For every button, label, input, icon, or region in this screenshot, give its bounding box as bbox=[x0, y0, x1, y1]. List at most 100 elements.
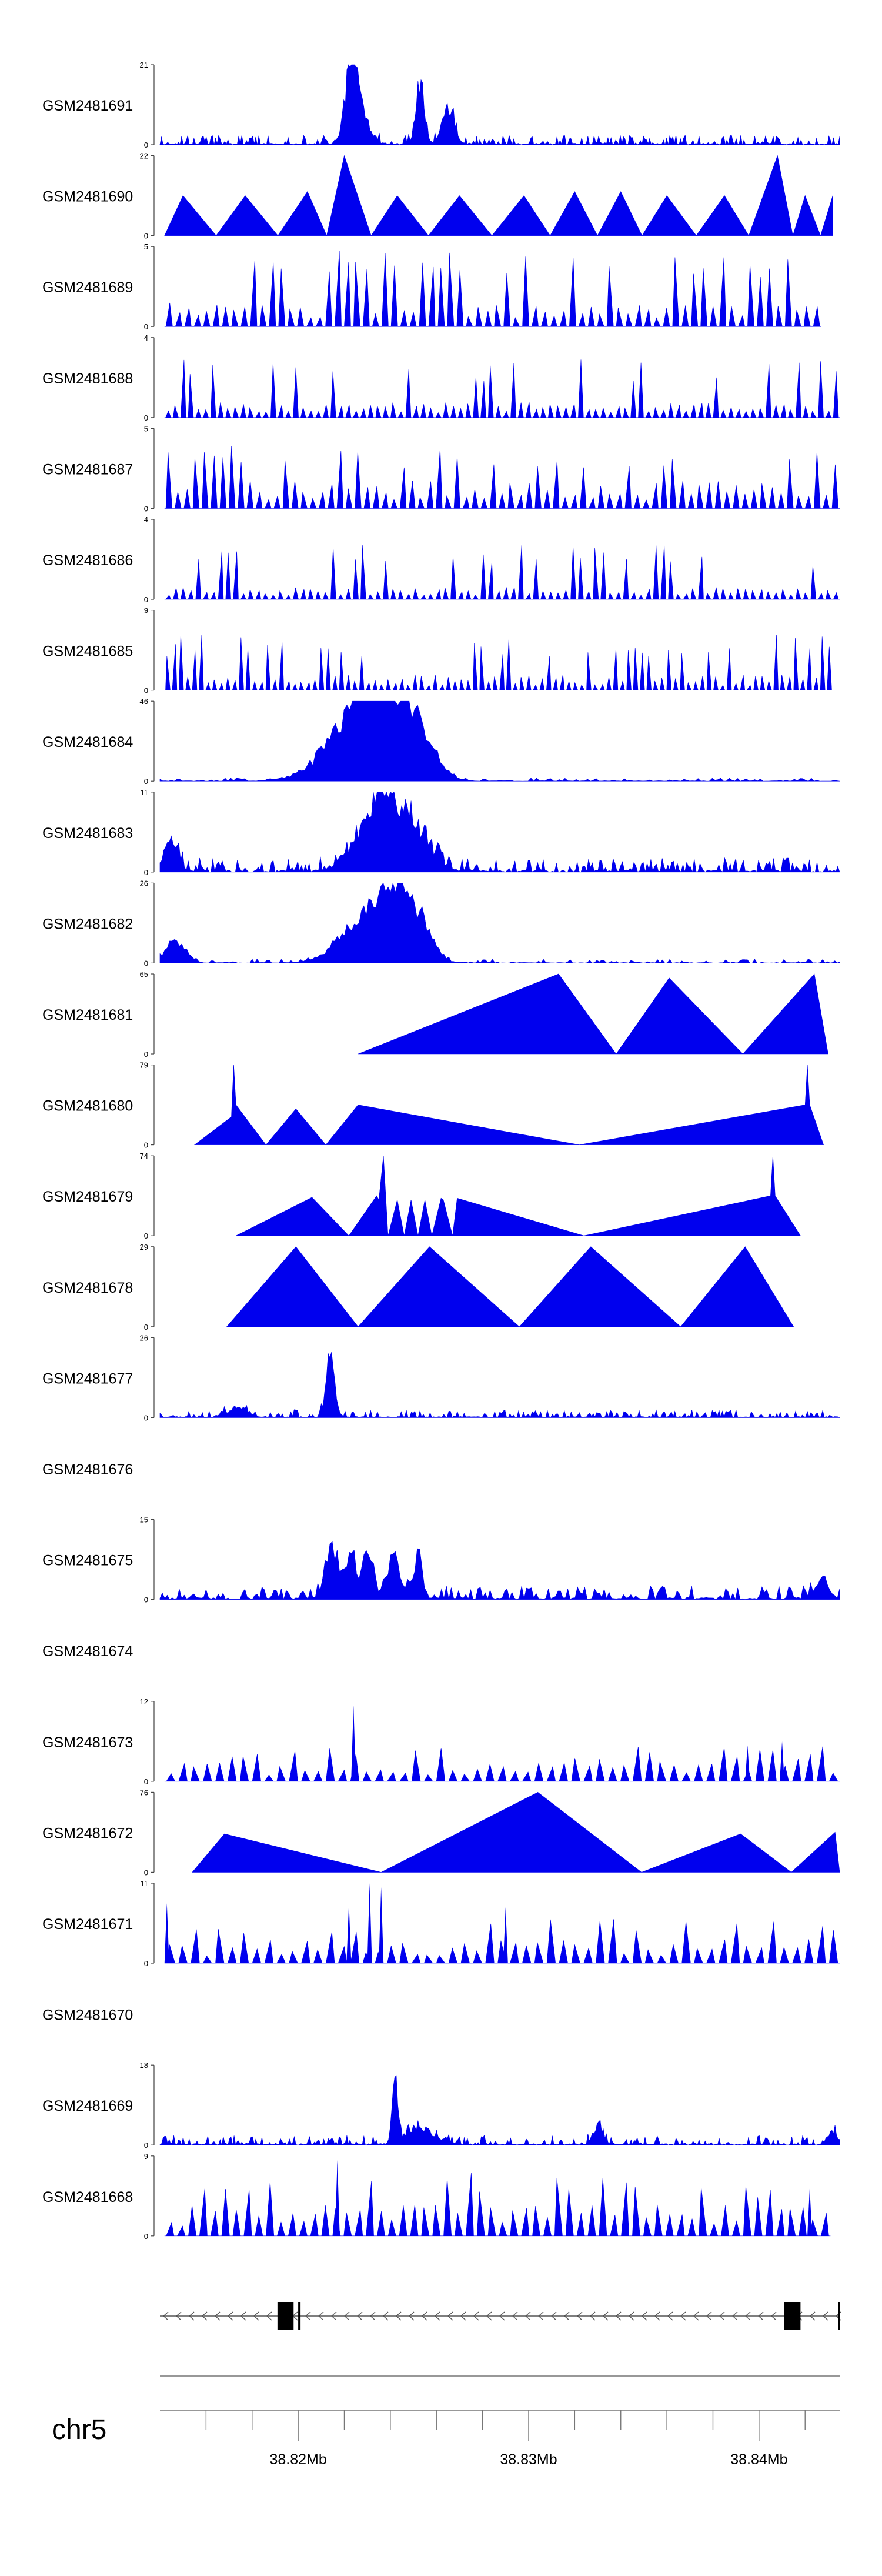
strand-arrow bbox=[395, 2311, 402, 2321]
strand-arrow bbox=[240, 2311, 246, 2321]
strand-arrow bbox=[602, 2311, 609, 2321]
coverage-area bbox=[159, 1352, 840, 1419]
track-label: GSM2481691 bbox=[42, 98, 133, 114]
gene-model-track bbox=[160, 2302, 841, 2330]
y-max-label: 26 bbox=[140, 879, 148, 887]
y-min-label: 0 bbox=[144, 868, 148, 877]
y-max-label: 21 bbox=[140, 61, 148, 69]
coverage-area bbox=[164, 359, 840, 418]
track-label: GSM2481689 bbox=[42, 279, 133, 296]
chromosome-label: chr5 bbox=[52, 2414, 106, 2445]
y-max-label: 65 bbox=[140, 970, 148, 979]
strand-arrow bbox=[460, 2311, 466, 2321]
strand-arrow bbox=[499, 2311, 505, 2321]
track-label: GSM2481669 bbox=[42, 2098, 133, 2114]
track-GSM2481682: GSM2481682 26 0 bbox=[42, 879, 840, 967]
x-tick-label: 38.82Mb bbox=[269, 2451, 326, 2468]
y-min-label: 0 bbox=[144, 413, 148, 422]
y-min-label: 0 bbox=[144, 1232, 148, 1240]
track-GSM2481668: GSM2481668 9 0 bbox=[42, 2152, 831, 2241]
track-label: GSM2481679 bbox=[42, 1189, 133, 1205]
strand-arrow bbox=[473, 2311, 479, 2321]
y-max-label: 74 bbox=[140, 1152, 148, 1160]
y-min-label: 0 bbox=[144, 1959, 148, 1968]
y-min-label: 0 bbox=[144, 322, 148, 331]
strand-arrow bbox=[369, 2311, 376, 2321]
y-min-label: 0 bbox=[144, 504, 148, 513]
y-max-label: 76 bbox=[140, 1788, 148, 1797]
x-tick-label: 38.83Mb bbox=[500, 2451, 557, 2468]
track-label: GSM2481690 bbox=[42, 189, 133, 205]
track-GSM2481670: GSM2481670 bbox=[42, 2007, 133, 2024]
track-label: GSM2481687 bbox=[42, 461, 133, 478]
y-min-label: 0 bbox=[144, 2141, 148, 2150]
strand-arrow bbox=[563, 2311, 570, 2321]
coverage-area bbox=[358, 973, 828, 1055]
track-label: GSM2481675 bbox=[42, 1553, 133, 1569]
x-tick-label: 38.84Mb bbox=[730, 2451, 787, 2468]
track-GSM2481684: GSM2481684 46 0 bbox=[42, 697, 840, 786]
strand-arrow bbox=[744, 2311, 751, 2321]
strand-arrow bbox=[693, 2311, 699, 2321]
track-label: GSM2481676 bbox=[42, 1461, 133, 1478]
track-label: GSM2481681 bbox=[42, 1007, 133, 1023]
y-max-label: 79 bbox=[140, 1061, 148, 1070]
track-GSM2481690: GSM2481690 22 0 bbox=[42, 152, 833, 241]
track-label: GSM2481684 bbox=[42, 734, 133, 750]
coverage-area bbox=[192, 1792, 840, 1873]
track-GSM2481669: GSM2481669 18 0 bbox=[42, 2061, 840, 2150]
coverage-area bbox=[164, 251, 821, 327]
exon-block bbox=[838, 2302, 840, 2330]
coverage-area bbox=[159, 700, 840, 782]
y-max-label: 4 bbox=[144, 515, 148, 524]
y-max-label: 11 bbox=[141, 1879, 149, 1888]
coverage-area bbox=[164, 545, 840, 600]
y-max-label: 22 bbox=[140, 152, 148, 161]
y-min-label: 0 bbox=[144, 686, 148, 695]
track-label: GSM2481670 bbox=[42, 2007, 133, 2024]
coverage-peak bbox=[379, 1887, 384, 1963]
track-GSM2481685: GSM2481685 9 0 bbox=[42, 606, 833, 695]
coverage-peak bbox=[346, 1903, 352, 1963]
strand-arrow bbox=[628, 2311, 634, 2321]
track-label: GSM2481673 bbox=[42, 1734, 133, 1751]
y-min-label: 0 bbox=[144, 1596, 148, 1604]
strand-arrow bbox=[757, 2311, 764, 2321]
y-min-label: 0 bbox=[144, 777, 148, 786]
coverage-area bbox=[164, 445, 840, 509]
coverage-peak bbox=[503, 1907, 508, 1963]
strand-arrow bbox=[770, 2311, 777, 2321]
strand-arrow bbox=[589, 2311, 596, 2321]
track-GSM2481674: GSM2481674 bbox=[42, 1643, 133, 1660]
track-label: GSM2481683 bbox=[42, 825, 133, 842]
y-max-label: 9 bbox=[144, 606, 148, 615]
y-max-label: 46 bbox=[140, 697, 148, 706]
track-GSM2481673: GSM2481673 12 0 bbox=[42, 1697, 840, 1786]
y-max-label: 9 bbox=[144, 2152, 148, 2161]
strand-arrow bbox=[330, 2311, 337, 2321]
y-min-label: 0 bbox=[144, 595, 148, 604]
strand-arrow bbox=[576, 2311, 583, 2321]
strand-arrow bbox=[175, 2311, 182, 2321]
coverage-area bbox=[164, 2173, 831, 2237]
strand-arrow bbox=[524, 2311, 531, 2321]
strand-arrow bbox=[227, 2311, 233, 2321]
track-GSM2481681: GSM2481681 65 0 bbox=[42, 970, 828, 1059]
y-min-label: 0 bbox=[144, 1323, 148, 1332]
track-label: GSM2481685 bbox=[42, 643, 133, 660]
y-min-label: 0 bbox=[144, 2232, 148, 2241]
coverage-area bbox=[226, 1246, 794, 1327]
strand-arrow bbox=[188, 2311, 195, 2321]
coverage-tracks: GSM2481691210GSM2481690220GSM248168950GS… bbox=[42, 61, 840, 2241]
coverage-area bbox=[193, 1065, 824, 1146]
track-label: GSM2481688 bbox=[42, 371, 133, 387]
y-min-label: 0 bbox=[144, 1141, 148, 1150]
track-GSM2481676: GSM2481676 bbox=[42, 1461, 133, 1478]
track-GSM2481683: GSM2481683 11 0 bbox=[42, 788, 840, 877]
track-GSM2481689: GSM2481689 5 0 bbox=[42, 242, 821, 331]
strand-arrow bbox=[434, 2311, 440, 2321]
strand-arrow bbox=[512, 2311, 518, 2321]
coverage-area bbox=[164, 155, 833, 236]
track-label: GSM2481674 bbox=[42, 1643, 133, 1660]
